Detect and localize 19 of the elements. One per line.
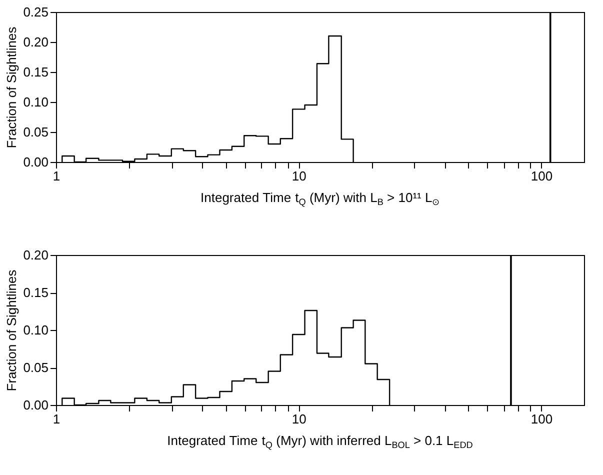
y-tick-label: 0.10	[23, 94, 48, 110]
x-tick-label: 1	[52, 168, 60, 184]
y-tick-label: 0.15	[23, 285, 48, 300]
y-axis-title: Fraction of Sightlines	[4, 26, 20, 148]
y-axis-title: Fraction of Sightlines	[4, 269, 20, 392]
y-tick-label: 0.20	[23, 248, 48, 262]
y-tick-label: 0.00	[23, 154, 48, 170]
x-tick-label: 1	[52, 412, 60, 426]
y-tick-label: 0.10	[23, 322, 48, 338]
y-tick-label: 0.00	[23, 398, 48, 412]
x-tick-label: 10	[292, 412, 306, 426]
y-tick-label: 0.20	[23, 34, 48, 50]
y-tick-label: 0.05	[23, 124, 48, 140]
y-tick-label: 0.25	[23, 4, 48, 20]
y-tick-label: 0.15	[23, 64, 48, 80]
x-tick-label: 100	[530, 412, 553, 426]
y-tick-label: 0.05	[23, 360, 48, 375]
x-tick-label: 10	[292, 168, 306, 184]
x-tick-label: 100	[530, 168, 553, 184]
